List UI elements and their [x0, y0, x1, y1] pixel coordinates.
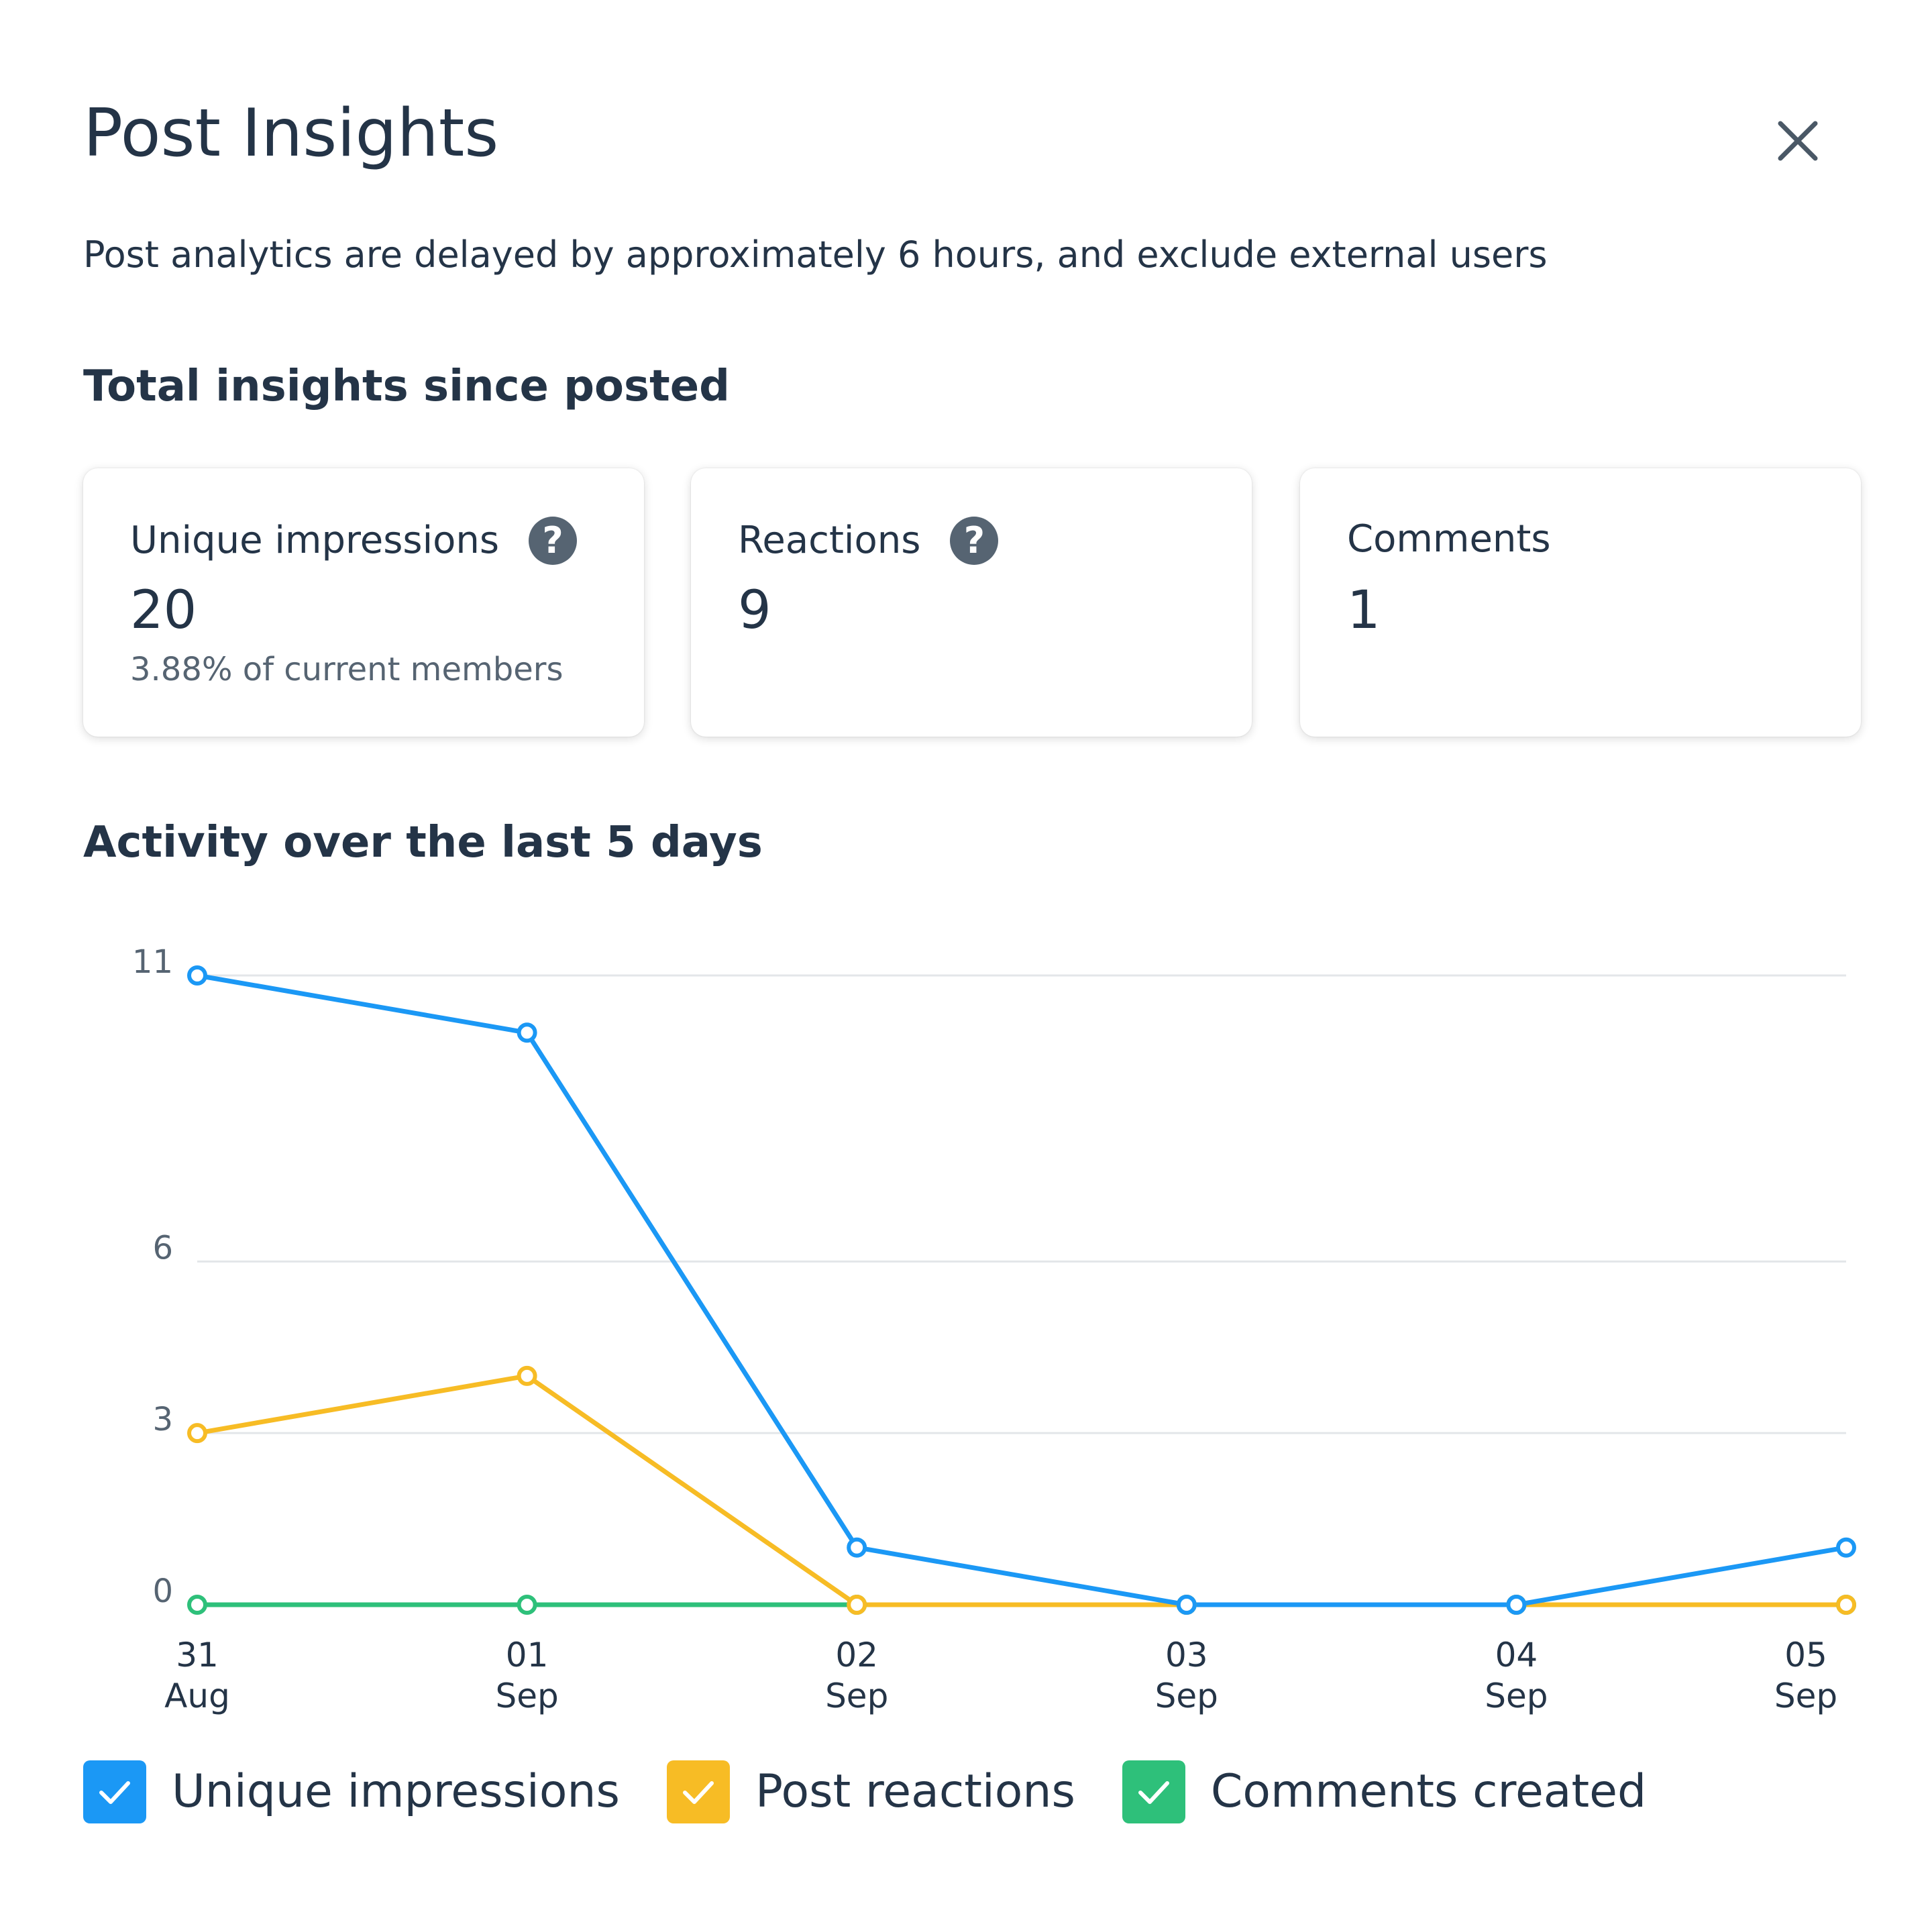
x-tick-label: Sep: [1485, 1677, 1548, 1715]
chart-legend: Unique impressions Post reactions Commen…: [83, 1760, 1693, 1823]
y-tick-label: 6: [152, 1229, 173, 1267]
impressions-label: Unique impressions: [130, 519, 500, 563]
x-tick-label: Sep: [1774, 1677, 1837, 1715]
x-tick-label: Sep: [825, 1677, 888, 1715]
x-tick-label: 31: [176, 1636, 219, 1675]
x-tick-label: 03: [1165, 1636, 1208, 1675]
legend-item-comments[interactable]: Comments created: [1122, 1760, 1646, 1823]
totals-heading: Total insights since posted: [83, 362, 730, 411]
activity-heading: Activity over the last 5 days: [83, 818, 763, 867]
checkbox-impressions[interactable]: [83, 1760, 146, 1823]
x-tick-label: Aug: [164, 1677, 230, 1715]
data-point-impressions: [1836, 1537, 1856, 1558]
x-tick-label: 04: [1495, 1636, 1538, 1675]
reactions-label: Reactions: [738, 519, 921, 563]
series-line-impressions: [197, 973, 1847, 1607]
reactions-card: Reactions ? 9: [691, 468, 1252, 737]
comments-card: Comments 1: [1300, 468, 1861, 737]
data-point-impressions: [1506, 1595, 1527, 1615]
data-point-reactions: [517, 1365, 537, 1386]
data-point-reactions: [187, 1423, 207, 1444]
data-point-impressions: [1176, 1595, 1197, 1615]
page-subtitle: Post analytics are delayed by approximat…: [83, 233, 1548, 276]
reactions-value: 9: [738, 580, 771, 641]
y-tick-label: 3: [152, 1401, 173, 1438]
comments-label: Comments: [1347, 517, 1551, 561]
y-tick-label: 0: [152, 1573, 173, 1610]
data-point-comments: [517, 1595, 537, 1615]
check-icon: [682, 1781, 714, 1804]
x-tick-label: 02: [835, 1636, 878, 1675]
data-point-impressions: [187, 965, 207, 986]
legend-label-impressions: Unique impressions: [172, 1765, 620, 1819]
data-point-comments: [187, 1595, 207, 1615]
page-title: Post Insights: [83, 95, 499, 172]
series-line-reactions: [197, 1373, 1846, 1607]
checkbox-reactions[interactable]: [666, 1760, 730, 1823]
check-icon: [1138, 1781, 1169, 1804]
check-icon: [99, 1781, 130, 1804]
x-tick-label: Sep: [495, 1677, 558, 1715]
legend-label-reactions: Post reactions: [755, 1765, 1075, 1819]
question-icon[interactable]: ?: [529, 517, 578, 565]
impressions-card: Unique impressions ? 20 3.88% of current…: [83, 468, 644, 737]
close-icon: [1778, 121, 1818, 161]
comments-value: 1: [1347, 580, 1381, 641]
legend-item-reactions[interactable]: Post reactions: [666, 1760, 1075, 1823]
y-tick-label: 11: [132, 943, 173, 981]
legend-label-comments: Comments created: [1210, 1765, 1647, 1819]
x-tick-label: Sep: [1155, 1677, 1218, 1715]
data-point-reactions: [847, 1595, 867, 1615]
checkbox-comments[interactable]: [1122, 1760, 1185, 1823]
data-point-reactions: [1836, 1595, 1856, 1615]
impressions-note: 3.88% of current members: [130, 651, 564, 688]
question-icon[interactable]: ?: [950, 517, 999, 565]
close-button[interactable]: [1771, 114, 1825, 168]
data-point-impressions: [517, 1022, 537, 1043]
x-tick-label: 05: [1784, 1636, 1827, 1675]
data-point-impressions: [847, 1537, 867, 1558]
legend-item-impressions[interactable]: Unique impressions: [83, 1760, 620, 1823]
impressions-value: 20: [130, 580, 197, 641]
x-tick-label: 01: [506, 1636, 549, 1675]
